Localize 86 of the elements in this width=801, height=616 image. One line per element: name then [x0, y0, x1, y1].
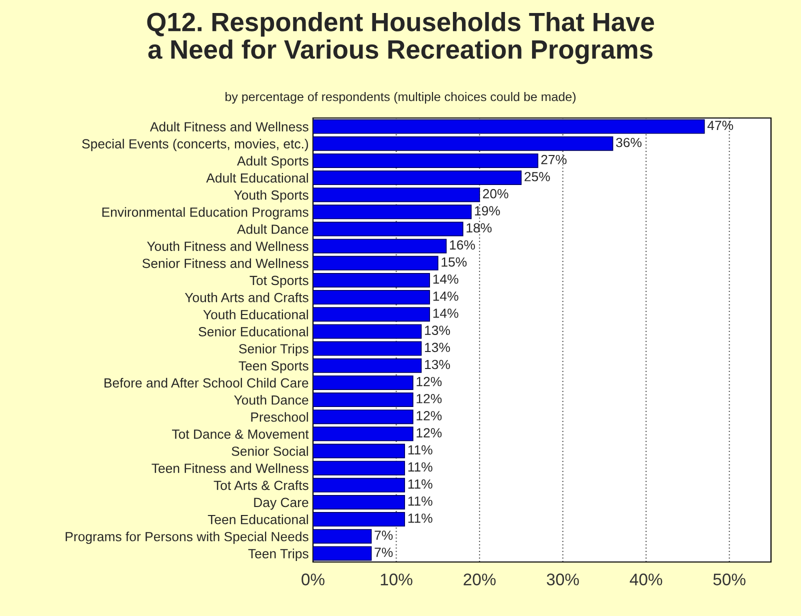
bar [313, 375, 414, 390]
y-tick-label: Adult Fitness and Wellness [150, 122, 308, 132]
y-tick-label: Youth Arts and Crafts [184, 292, 308, 302]
data-label: 27% [541, 154, 567, 164]
data-label: 11% [408, 479, 432, 489]
data-label: 14% [433, 292, 458, 301]
data-label: 11% [408, 445, 432, 454]
bar [313, 410, 414, 424]
y-tick-label: Youth Educational [203, 310, 308, 320]
y-tick-label: Teen Educational [208, 514, 308, 524]
bar [313, 238, 447, 254]
bar [313, 256, 438, 270]
y-tick-label: Adult Educational [206, 172, 308, 183]
bar [313, 529, 372, 544]
x-tick-label: 10% [380, 574, 412, 586]
bar [313, 426, 414, 442]
bar [313, 512, 406, 527]
data-label: 14% [433, 274, 458, 284]
bar [313, 272, 430, 288]
y-tick-label: Senior Fitness and Wellness [142, 258, 308, 268]
data-label: 25% [524, 172, 550, 182]
bar [313, 222, 464, 236]
y-tick-label: Adult Sports [236, 156, 308, 168]
data-label: 15% [442, 257, 467, 267]
data-label: 13% [425, 360, 450, 370]
y-tick-label: Tot Dance & Movement [172, 430, 309, 439]
data-label: 12% [416, 394, 442, 404]
bar [313, 358, 422, 373]
data-label: 11% [408, 514, 432, 523]
y-tick-label: Preschool [251, 412, 308, 422]
data-label: 13% [425, 326, 450, 336]
x-tick-label: 20% [464, 574, 496, 586]
y-tick-label: Senior Social [232, 446, 308, 456]
data-label: 12% [416, 428, 442, 438]
y-tick-label: Teen Trips [248, 548, 308, 561]
data-label: 12% [416, 411, 442, 420]
y-tick-label: Adult Dance [236, 224, 308, 234]
data-label: 20% [482, 189, 508, 198]
bar [313, 341, 422, 356]
data-label: 7% [374, 530, 393, 540]
x-tick-label: 50% [713, 574, 746, 586]
bar [313, 136, 614, 151]
y-tick-label: Special Events (concerts, movies, etc.) [82, 138, 308, 152]
bar [313, 324, 422, 339]
y-tick-label: Environmental Education Programs [102, 207, 308, 220]
bar [313, 460, 406, 476]
x-tick-label: 30% [546, 574, 579, 586]
data-label: 7% [374, 548, 393, 557]
y-tick-label: Teen Sports [238, 361, 308, 374]
data-label: 19% [475, 206, 500, 216]
bar [313, 188, 480, 202]
y-tick-label: Tot Arts & Crafts [214, 480, 308, 490]
x-tick-label: 40% [630, 574, 662, 586]
y-tick-label: Before and After School Child Care [104, 378, 308, 388]
bar [313, 494, 406, 510]
data-label: 47% [707, 120, 734, 130]
y-tick-label: Day Care [254, 498, 308, 510]
bar [313, 307, 430, 322]
data-label: 36% [616, 138, 642, 148]
x-tick-label: 0% [302, 574, 324, 586]
bar [313, 170, 522, 186]
bar [313, 290, 430, 305]
bar [313, 153, 538, 168]
y-tick-label: Senior Educational [198, 326, 308, 336]
bar [313, 444, 406, 458]
y-tick-label: Youth Fitness and Wellness [147, 241, 308, 251]
y-tick-label: Tot Sports [250, 276, 308, 288]
bar [313, 119, 705, 134]
chart-title: Q12. Respondent Households That Have a Need for Various Recreation Programs [147, 12, 654, 64]
bar [313, 204, 472, 220]
data-label: 12% [416, 376, 442, 386]
data-label: 11% [408, 462, 432, 472]
y-tick-label: Senior Trips [239, 344, 308, 356]
y-tick-label: Youth Dance [234, 394, 308, 405]
chart-subtitle: by percentage of respondents (multiple choices could be made) [226, 92, 576, 104]
y-tick-label: Youth Sports [234, 190, 308, 202]
data-label: 16% [450, 240, 475, 250]
bar [313, 392, 414, 408]
y-tick-label: Teen Fitness and Wellness [152, 463, 308, 473]
y-tick-label: Programs for Persons with Special Needs [66, 532, 308, 544]
bar [313, 546, 372, 561]
bar [313, 478, 406, 492]
data-label: 18% [466, 223, 492, 233]
data-label: 13% [425, 342, 450, 352]
data-label: 14% [433, 308, 458, 318]
data-label: 11% [408, 496, 432, 506]
